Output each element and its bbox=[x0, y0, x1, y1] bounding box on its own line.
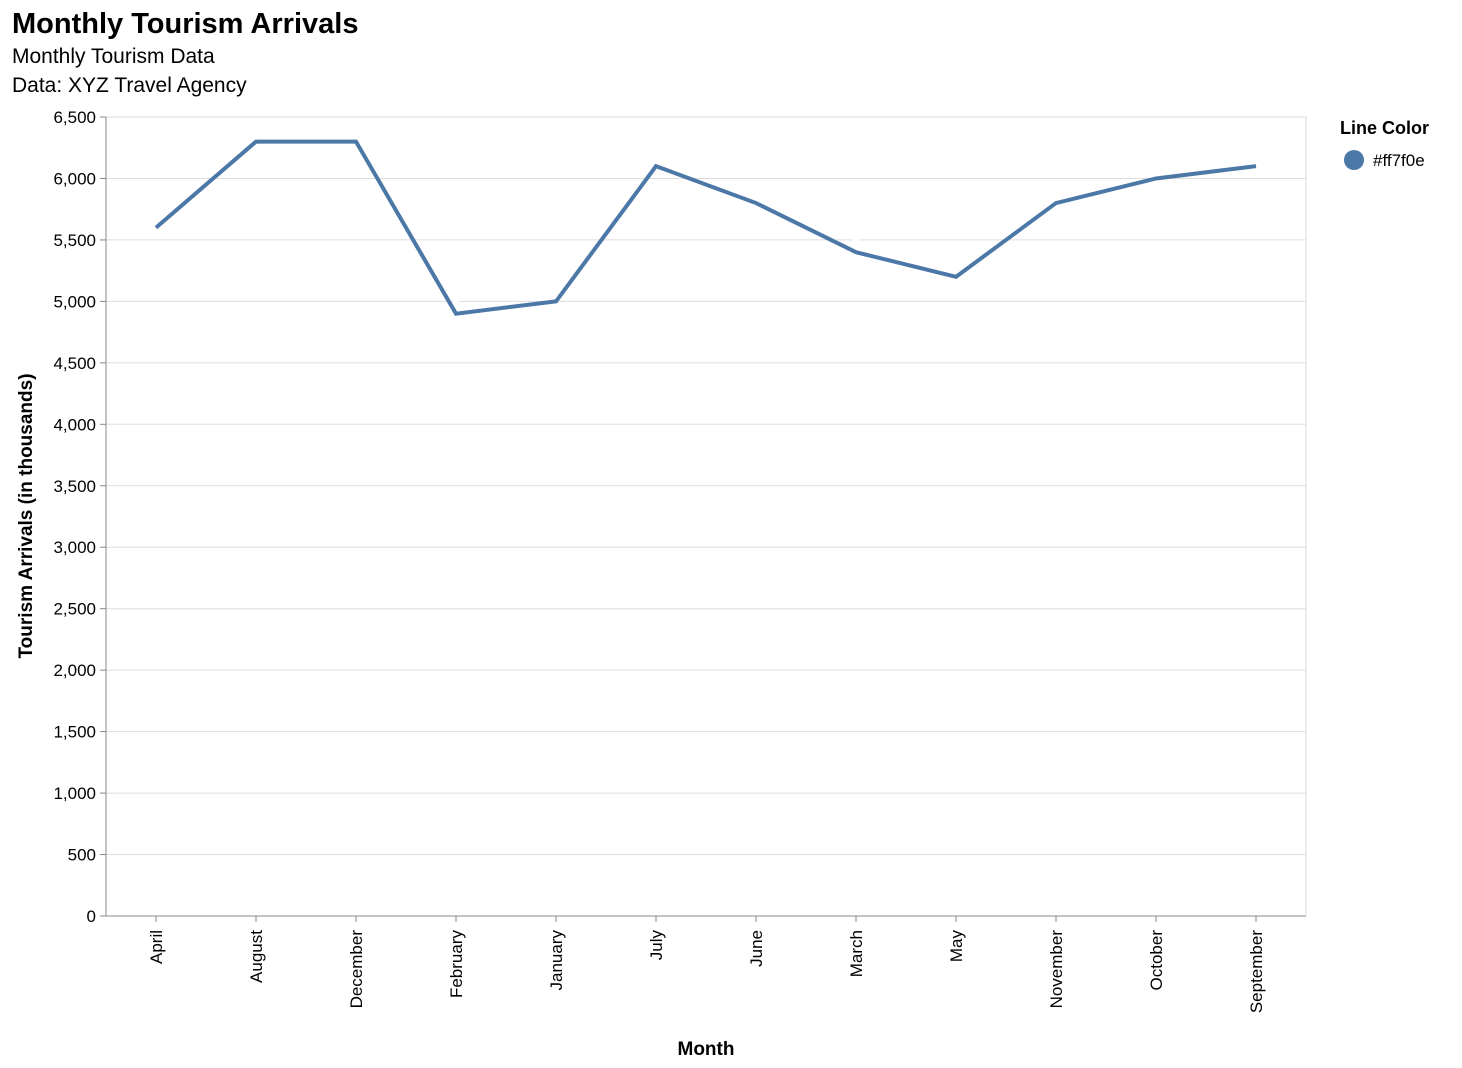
legend-label: #ff7f0e bbox=[1373, 151, 1425, 170]
plot-frame bbox=[105, 116, 1307, 917]
x-tick-label: April bbox=[147, 930, 166, 964]
x-tick-label: February bbox=[447, 930, 466, 999]
y-tick-label: 2,500 bbox=[53, 600, 96, 619]
axes bbox=[105, 117, 1306, 917]
y-axis-title: Tourism Arrivals (in thousands) bbox=[16, 373, 37, 658]
y-tick-label: 500 bbox=[68, 846, 96, 865]
grid-lines bbox=[105, 116, 1307, 917]
x-tick-label: March bbox=[847, 930, 866, 977]
x-tick-label: September bbox=[1247, 930, 1266, 1013]
x-axis-title: Month bbox=[678, 1039, 735, 1060]
series-layer bbox=[153, 128, 1259, 316]
y-tick-label: 5,500 bbox=[53, 231, 96, 250]
y-tick-label: 4,000 bbox=[53, 415, 96, 434]
y-tick-label: 5,000 bbox=[53, 292, 96, 311]
legend-title: Line Color bbox=[1340, 118, 1429, 138]
y-tick-label: 6,500 bbox=[53, 108, 96, 127]
y-tick-label: 0 bbox=[87, 907, 96, 926]
x-tick-label: November bbox=[1047, 930, 1066, 1009]
chart-header: Monthly Tourism Arrivals Monthly Tourism… bbox=[12, 6, 358, 100]
x-tick-label: December bbox=[347, 930, 366, 1009]
x-axis-ticks: April August December February January July Ju… bbox=[147, 916, 1266, 1013]
y-tick-label: 3,500 bbox=[53, 477, 96, 496]
x-tick-label: January bbox=[547, 930, 566, 991]
legend: Line Color #ff7f0e bbox=[1340, 118, 1429, 170]
x-tick-label: October bbox=[1147, 930, 1166, 991]
y-tick-label: 3,000 bbox=[53, 538, 96, 557]
legend-symbol bbox=[1344, 150, 1364, 170]
y-tick-label: 1,500 bbox=[53, 723, 96, 742]
x-tick-label: July bbox=[647, 930, 666, 961]
y-tick-label: 6,000 bbox=[53, 169, 96, 188]
y-tick-label: 1,000 bbox=[53, 784, 96, 803]
y-tick-label: 2,000 bbox=[53, 661, 96, 680]
y-tick-label: 4,500 bbox=[53, 354, 96, 373]
chart-subtitle-line-2: Data: XYZ Travel Agency bbox=[12, 74, 247, 97]
x-tick-label: June bbox=[747, 930, 766, 967]
y-axis-ticks: 0 500 1,000 1,500 2,000 2,500 3,000 3,500 4,000 4… bbox=[53, 108, 106, 926]
x-tick-label: August bbox=[247, 930, 266, 983]
chart-title: Monthly Tourism Arrivals bbox=[12, 8, 359, 40]
x-tick-label: May bbox=[947, 930, 966, 963]
series-line bbox=[154, 139, 1257, 316]
chart-subtitle-line-1: Monthly Tourism Data bbox=[12, 45, 215, 68]
